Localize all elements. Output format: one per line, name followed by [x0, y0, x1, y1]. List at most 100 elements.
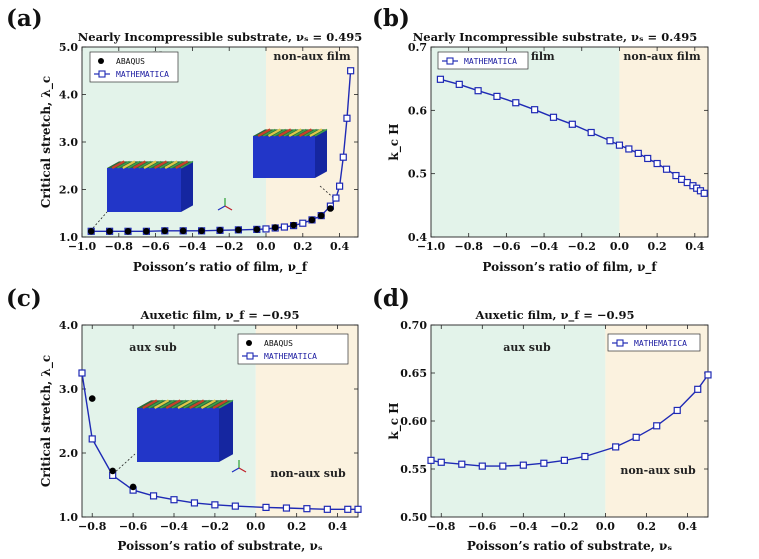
- data-point: [78, 369, 86, 377]
- block-ridge: [183, 399, 199, 409]
- data-point: [336, 182, 344, 190]
- y-tick-label: 2.0: [59, 184, 78, 197]
- data-point: [615, 141, 624, 149]
- x-tick-label: −0.6: [141, 240, 170, 253]
- panel-label: (c): [6, 285, 42, 312]
- block-ridge: [117, 160, 130, 169]
- data-point: [478, 462, 486, 470]
- y-tick-label: 2.0: [59, 447, 78, 460]
- legend-box: [607, 333, 701, 352]
- block-ridge: [127, 160, 141, 169]
- chart-panel-2: −0.8 −0.6 −0.4 −0.2 0.0 0.2 0.4 1.0 2.0 3.0 4.0 aux…: [6, 285, 362, 553]
- block-ridge: [273, 128, 287, 137]
- data-point: [519, 461, 527, 469]
- chart-panel-1: −1.0 −0.8 −0.6 −0.4 −0.2 0.0 0.2 0.4 0.4 0.5 0.6 0.…: [372, 5, 709, 275]
- data-point: [540, 459, 548, 467]
- data-point: [644, 154, 652, 163]
- inset-pointer: [92, 211, 108, 229]
- x-tick-label: −0.8: [455, 240, 484, 253]
- block-ridge: [218, 399, 234, 409]
- x-tick-label: 0.0: [596, 520, 615, 533]
- data-point: [672, 171, 680, 180]
- panel-title: Auxetic film, ν_f = −0.95: [139, 308, 299, 323]
- data-point: [458, 460, 466, 468]
- data-point: [347, 67, 355, 75]
- x-axis-label: Poisson’s ratio of substrate, νₛ: [117, 539, 322, 553]
- data-point: [587, 128, 595, 137]
- x-tick-label: −0.2: [568, 240, 596, 253]
- data-point: [694, 385, 702, 393]
- data-point: [549, 113, 558, 121]
- block-front: [137, 408, 219, 462]
- series-abaqus: [87, 205, 334, 235]
- x-tick-label: 0.0: [246, 520, 265, 533]
- block-ridge: [171, 399, 187, 409]
- region-label-right: non-aux film: [623, 50, 701, 63]
- block-ridge: [257, 128, 271, 137]
- block-ridge: [314, 128, 328, 137]
- x-tick-label: −0.6: [492, 240, 521, 253]
- series-abaqus: [88, 395, 137, 491]
- block-ridge: [293, 128, 307, 137]
- y-tick-label: 0.50: [400, 511, 427, 524]
- legend-label: MATHEMATICA: [264, 352, 317, 361]
- legend-marker-abaqus: [98, 58, 104, 64]
- y-axis-label: k_c H: [387, 402, 402, 439]
- x-tick-label: −0.4: [530, 240, 559, 253]
- data-point: [653, 159, 661, 168]
- legend: ABAQUS MATHEMATICA: [237, 333, 349, 365]
- data-point: [271, 224, 279, 231]
- data-point: [323, 505, 331, 513]
- legend-marker-mathematica: [446, 57, 454, 65]
- legend-marker-mathematica: [98, 70, 106, 78]
- x-tick-label: 0.4: [678, 520, 697, 533]
- block-ridge: [304, 128, 318, 137]
- data-point: [673, 406, 681, 415]
- data-point: [299, 219, 307, 227]
- y-tick-label: 0.4: [408, 231, 427, 244]
- block-ridge: [177, 399, 193, 409]
- x-tick-label: 0.2: [293, 240, 312, 253]
- block-ridge: [212, 399, 228, 409]
- data-point: [109, 467, 116, 475]
- legend-label: MATHEMATICA: [634, 339, 687, 348]
- data-point: [455, 80, 463, 88]
- block-front: [107, 168, 181, 212]
- data-point: [606, 137, 614, 145]
- legend: MATHEMATICA: [437, 51, 529, 70]
- block-front: [253, 136, 315, 178]
- data-point: [493, 92, 501, 101]
- series-mathematica: [78, 369, 362, 513]
- region-label-right: non-aux sub: [270, 467, 346, 480]
- data-point: [190, 499, 199, 507]
- data-point: [327, 205, 334, 212]
- legend-box: [237, 333, 349, 365]
- y-tick-label: 0.70: [400, 319, 427, 332]
- data-point: [124, 228, 132, 235]
- data-point: [474, 87, 482, 95]
- data-point: [149, 492, 158, 500]
- aux-region: [431, 47, 620, 237]
- data-point: [625, 145, 633, 153]
- y-tick-label: 1.0: [59, 511, 78, 524]
- data-point: [662, 165, 671, 173]
- data-point: [106, 228, 113, 235]
- data-point: [290, 221, 297, 229]
- data-point: [253, 226, 261, 233]
- block-ridge: [132, 160, 146, 169]
- x-tick-label: 0.4: [330, 240, 349, 253]
- y-axis-label: k_c H: [387, 123, 402, 160]
- y-tick-label: 0.5: [408, 168, 427, 181]
- block-ridge: [148, 160, 162, 169]
- data-point: [653, 422, 661, 430]
- data-point: [512, 99, 520, 107]
- data-point: [216, 227, 224, 234]
- region-label-right: non-aux film: [273, 50, 351, 63]
- block-side: [219, 400, 233, 462]
- data-point: [231, 502, 239, 510]
- region-label-left: aux sub: [129, 341, 177, 354]
- panel-title: Nearly Incompressible substrate, νₛ = 0.…: [78, 30, 362, 44]
- legend-box: [437, 51, 529, 70]
- data-point: [704, 371, 712, 379]
- block-ridge: [154, 399, 170, 409]
